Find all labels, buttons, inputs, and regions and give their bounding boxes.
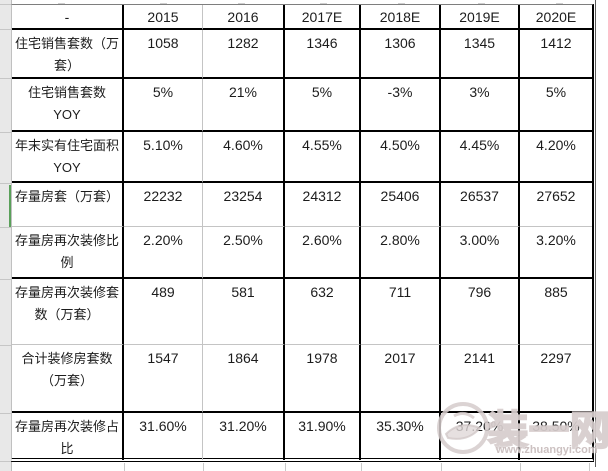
col-header-2019e: 2019E [441, 5, 520, 30]
strip-divider [0, 345, 12, 346]
table-cell: 2141 [441, 345, 520, 413]
table-cell: 1547 [124, 345, 203, 413]
table-cell: 25406 [361, 183, 441, 227]
gridline-stub [285, 463, 286, 471]
table-cell: 4.55% [285, 132, 361, 183]
table-cell: 632 [285, 279, 361, 345]
gridline-stub [124, 463, 125, 471]
table-cell: 3% [441, 79, 520, 132]
strip-divider [0, 29, 12, 30]
table-cell: 26537 [441, 183, 520, 227]
row-selection-indicator [9, 185, 12, 227]
table-cell: 5% [124, 79, 203, 132]
data-table: - 2015 2016 2017E 2018E 2019E 2020E 住宅销售… [11, 4, 594, 462]
table-cell: 3.20% [520, 227, 592, 279]
table-cell: 1306 [361, 30, 441, 79]
strip-divider [0, 4, 12, 5]
table-cell: 489 [124, 279, 203, 345]
col-header-2016: 2016 [203, 5, 285, 30]
table-cell: 2.80% [361, 227, 441, 279]
gridline-stub [520, 463, 521, 471]
outer-gridline [595, 0, 596, 467]
table-cell: 24312 [285, 183, 361, 227]
col-header-2018e: 2018E [361, 5, 441, 30]
table-cell: 796 [441, 279, 520, 345]
row-label: 住宅销售套数 YOY [12, 79, 124, 132]
table-cell: 2.50% [203, 227, 285, 279]
table-cell: 2.60% [285, 227, 361, 279]
table-cell: 31.90% [285, 413, 361, 460]
table-cell: 1058 [124, 30, 203, 79]
table-cell: 4.50% [361, 132, 441, 183]
table-cell: 22232 [124, 183, 203, 227]
table-cell: 23254 [203, 183, 285, 227]
row-label: 住宅销售套数（万 套） [12, 30, 124, 79]
row-label: 存量房再次装修比 例 [12, 227, 124, 279]
table-cell: 4.60% [203, 132, 285, 183]
table-cell: 27652 [520, 183, 592, 227]
gridline-stub [361, 463, 362, 471]
corner-label: - [64, 8, 70, 25]
strip-divider [0, 132, 12, 133]
table-cell: -3% [361, 79, 441, 132]
col-header-2020e: 2020E [520, 5, 592, 30]
table-cell: 31.60% [124, 413, 203, 460]
table-cell: 1864 [203, 345, 285, 413]
row-label: 存量房再次装修占 比 [12, 413, 124, 460]
table-cell: 1282 [203, 30, 285, 79]
table-cell: 37.20% [441, 413, 520, 460]
table-cell: 2297 [520, 345, 592, 413]
strip-divider [0, 279, 12, 280]
strip-divider [0, 413, 12, 414]
gridline-stub [441, 463, 442, 471]
table-cell: 5.10% [124, 132, 203, 183]
table-cell: 5% [520, 79, 592, 132]
table-cell: 38.50% [532, 418, 580, 434]
strip-divider [0, 78, 12, 79]
table-cell: 35.30% [361, 413, 441, 460]
col-header-2015: 2015 [124, 5, 203, 30]
row-label: 存量房再次装修套 数（万套） [12, 279, 124, 345]
strip-divider [0, 183, 12, 184]
table-cell: 5% [285, 79, 361, 132]
table-cell: 885 [520, 279, 592, 345]
row-label: 年末实有住宅面积 YOY [12, 132, 124, 183]
gridline-stub [589, 463, 590, 471]
table-cell: 3.00% [441, 227, 520, 279]
table-cell: 1345 [441, 30, 520, 79]
table-cell: 1978 [285, 345, 361, 413]
strip-divider [0, 461, 12, 462]
table-cell: 1346 [285, 30, 361, 79]
table-cell: 2017 [361, 345, 441, 413]
table-cell: 1412 [520, 30, 592, 79]
table-cell: 31.20% [203, 413, 285, 460]
row-label: 存量房套（万套） [12, 183, 124, 227]
table-cell: 21% [203, 79, 285, 132]
gridline-stub [203, 463, 204, 471]
table-cell: 4.20% [520, 132, 592, 183]
row-label: 合计装修房套数 （万套） [12, 345, 124, 413]
corner-cell: - [12, 5, 124, 30]
table-cell: 2.20% [124, 227, 203, 279]
col-header-2017e: 2017E [285, 5, 361, 30]
strip-divider [0, 227, 12, 228]
table-cell: 581 [203, 279, 285, 345]
table-cell: 4.45% [441, 132, 520, 183]
table-cell: 711 [361, 279, 441, 345]
